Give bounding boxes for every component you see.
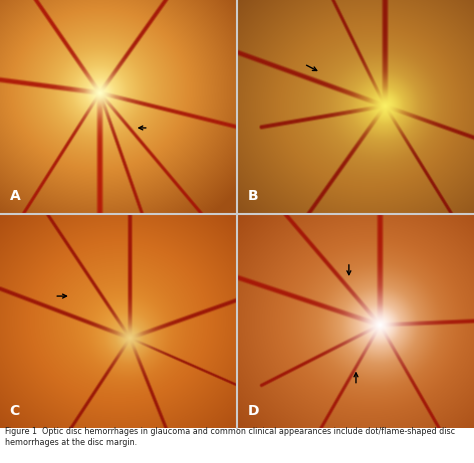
Text: D: D (247, 404, 259, 418)
Text: C: C (9, 404, 20, 418)
Text: Figure 1  Optic disc hemorrhages in glaucoma and common clinical appearances inc: Figure 1 Optic disc hemorrhages in glauc… (5, 427, 455, 447)
Text: B: B (247, 188, 258, 202)
Text: A: A (9, 188, 20, 202)
